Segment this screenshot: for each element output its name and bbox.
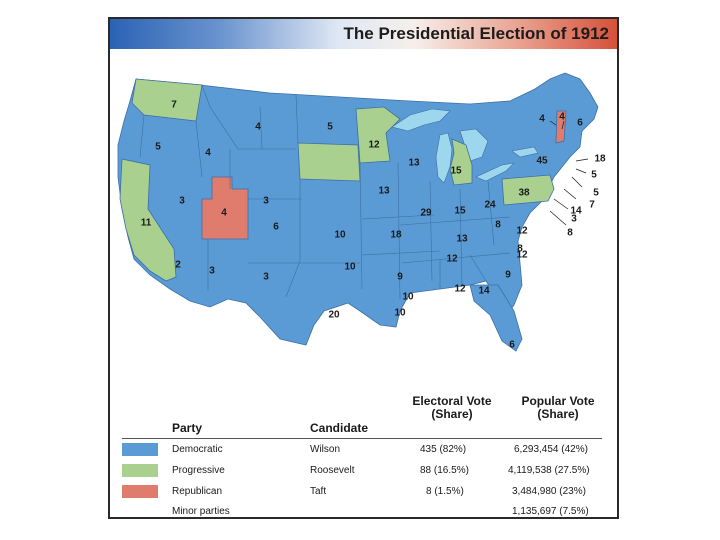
- state-south-dakota: [297, 142, 361, 182]
- candidate-taft: Taft: [310, 486, 327, 497]
- lake-superior: [391, 108, 451, 132]
- party-progressive: Progressive: [172, 465, 225, 476]
- state-vermont: [555, 110, 567, 144]
- electoral-vote-label: 8: [517, 244, 523, 255]
- electoral-vote-label: 10: [394, 308, 406, 319]
- electoral-vote-label: 9: [505, 270, 511, 281]
- electoral-vote-label: 15: [454, 206, 466, 217]
- electoral-vote-label: 10: [334, 230, 346, 241]
- state-florida: [469, 284, 523, 352]
- lake-michigan: [435, 132, 453, 184]
- header-party: Party: [172, 421, 203, 435]
- lake-erie: [475, 162, 515, 182]
- electoral-vote-label: 5: [591, 170, 597, 181]
- header-electoral-vote: Electoral Vote (Share): [412, 394, 492, 421]
- electoral-vote-label: 11: [141, 218, 152, 229]
- state-utah: [201, 176, 249, 240]
- electoral-vote-label: 4: [255, 122, 261, 133]
- election-map-figure: The Presidential Election of 1912: [108, 17, 619, 519]
- electoral-vote-label: 10: [402, 292, 414, 303]
- figure-title: The Presidential Election of 1912: [343, 24, 609, 43]
- electoral-wilson: 435 (82%): [420, 444, 467, 455]
- electoral-vote-label: 4: [221, 208, 227, 219]
- electoral-vote-label: 29: [420, 208, 432, 219]
- electoral-vote-label: 7: [589, 200, 595, 211]
- lake-ontario: [511, 146, 539, 158]
- electoral-vote-label: 8: [495, 220, 501, 231]
- electoral-vote-label: 2: [175, 260, 181, 271]
- electoral-vote-label: 3: [263, 272, 269, 283]
- electoral-vote-label: 3: [179, 196, 185, 207]
- electoral-vote-label: 12: [446, 254, 458, 265]
- candidate-roosevelt: Roosevelt: [310, 465, 355, 476]
- electoral-vote-label: 6: [577, 118, 583, 129]
- state-california: [119, 158, 177, 282]
- state-borders: [139, 84, 511, 300]
- electoral-vote-label: 13: [408, 158, 420, 169]
- swatch-democratic: [122, 443, 158, 456]
- electoral-vote-label: 14: [570, 206, 582, 217]
- electoral-vote-label: 9: [397, 272, 403, 283]
- title-bar: The Presidential Election of 1912: [110, 19, 617, 49]
- popular-roosevelt: 4,119,538 (27.5%): [508, 465, 590, 476]
- swatch-republican: [122, 485, 158, 498]
- electoral-vote-label: 7: [171, 100, 177, 111]
- electoral-vote-label: 24: [484, 200, 496, 211]
- electoral-vote-label: 14: [478, 286, 490, 297]
- electoral-taft: 8 (1.5%): [426, 486, 464, 497]
- state-washington: [131, 78, 203, 122]
- electoral-vote-label: 5: [327, 122, 333, 133]
- electoral-vote-label: 13: [456, 234, 468, 245]
- electoral-vote-label: 12: [368, 140, 380, 151]
- electoral-vote-label: 3: [263, 196, 269, 207]
- electoral-vote-label: 3: [571, 214, 577, 225]
- electoral-vote-label: 45: [536, 156, 548, 167]
- electoral-vote-label: 4: [539, 114, 545, 125]
- state-michigan: [449, 138, 473, 186]
- electoral-vote-label: 8: [567, 228, 573, 239]
- electoral-vote-label: 5: [155, 142, 161, 153]
- electoral-vote-label: 6: [509, 340, 515, 351]
- electoral-roosevelt: 88 (16.5%): [420, 465, 469, 476]
- electoral-vote-label: 13: [378, 186, 390, 197]
- swatch-progressive: [122, 464, 158, 477]
- popular-minor: 1,135,697 (7.5%): [512, 506, 589, 517]
- electoral-vote-label: 10: [344, 262, 356, 273]
- electoral-vote-label: 38: [518, 188, 530, 199]
- header-popular-vote: Popular Vote (Share): [521, 394, 595, 421]
- party-minor: Minor parties: [172, 506, 230, 517]
- popular-taft: 3,484,980 (23%): [512, 486, 586, 497]
- party-republican: Republican: [172, 486, 223, 497]
- electoral-vote-label: 12: [516, 226, 528, 237]
- electoral-vote-label: 18: [594, 154, 606, 165]
- electoral-vote-label: 6: [273, 222, 279, 233]
- electoral-vote-label: 15: [450, 166, 462, 177]
- legend-table: Party Candidate Electoral Vote (Share) P…: [110, 384, 617, 517]
- callout-lines: [549, 120, 589, 226]
- candidate-wilson: Wilson: [310, 444, 341, 455]
- electoral-vote-label: 3: [209, 266, 215, 277]
- electoral-vote-label: 12: [516, 250, 528, 261]
- header-divider: [122, 438, 602, 439]
- map-area: 7 4 5 4 5 12 6 4 4 18 5 13 45 15 5 7 38 3 3 8 13 4 14 24 29 15 3 11…: [110, 49, 617, 384]
- party-democratic: Democratic: [172, 444, 223, 455]
- electoral-vote-label: 4: [205, 148, 211, 159]
- state-pennsylvania: [501, 174, 555, 206]
- header-candidate: Candidate: [310, 421, 369, 435]
- electoral-vote-label: 12: [454, 284, 466, 295]
- electoral-vote-label: 18: [390, 230, 402, 241]
- electoral-vote-label: 20: [328, 310, 340, 321]
- electoral-vote-label: 5: [593, 188, 599, 199]
- electoral-vote-label: 4: [559, 112, 565, 123]
- popular-wilson: 6,293,454 (42%): [514, 444, 588, 455]
